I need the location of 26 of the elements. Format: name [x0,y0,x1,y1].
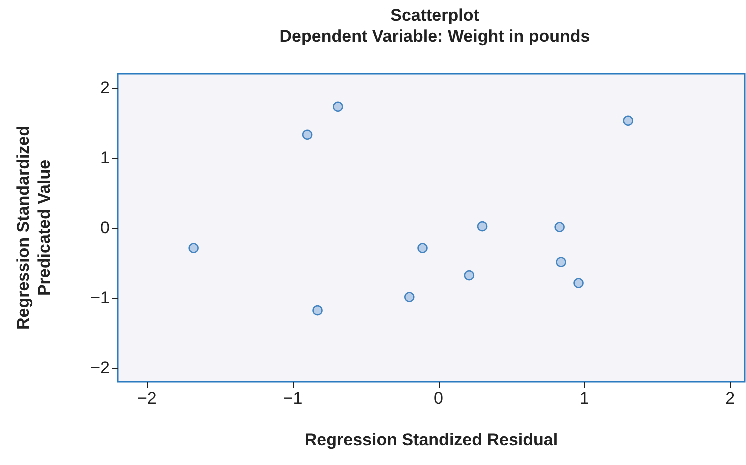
x-tick-label: 0 [434,389,444,408]
y-tick-label: −1 [90,288,110,308]
point [554,222,565,232]
point [404,292,415,302]
x-tick-label: 2 [726,389,736,408]
y-tick-label: 2 [100,78,110,98]
y-tick-label: 1 [100,148,110,168]
y-axis-title: Regression Standardized Predicated Value [14,126,54,330]
point [333,102,344,112]
x-tick-label: 1 [580,389,590,408]
y-tick-label: −2 [90,358,110,378]
y-tick-label: 0 [100,218,110,238]
point [312,305,323,316]
point [418,243,428,254]
point [623,116,634,126]
x-axis-title: Regression Standized Residual [304,430,558,450]
chart-title: Scatterplot [390,6,480,25]
x-tick-label: −2 [137,389,157,408]
point [302,130,313,140]
chart-subtitle: Dependent Variable: Weight in pounds [280,27,590,46]
point [464,270,475,281]
point [477,221,488,232]
x-tick-label: −1 [283,389,303,408]
point [574,278,584,288]
point [556,257,566,268]
point [188,243,199,254]
